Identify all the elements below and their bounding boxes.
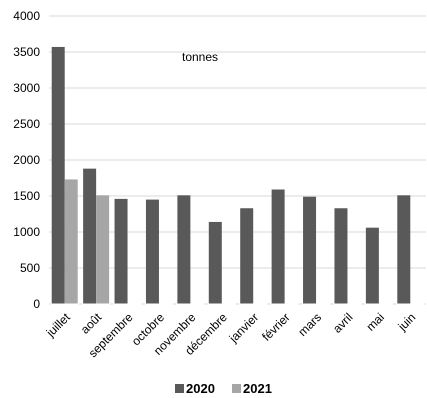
legend-label-2020: 2020: [186, 381, 215, 396]
bar-2021-juillet: [64, 179, 78, 304]
gridlines: [49, 15, 426, 305]
bars: [50, 46, 425, 305]
x-tick-label: août: [78, 310, 105, 337]
y-tick-label: 1000: [13, 225, 40, 239]
y-tick-label: 1500: [13, 189, 40, 203]
bar-2020-juin: [397, 195, 411, 304]
legend: 2020 2021: [175, 381, 272, 396]
bar-2020-mai: [365, 227, 379, 304]
x-tick-label: mars: [295, 310, 324, 339]
bar-2020-novembre: [177, 195, 191, 304]
bar-2020-mars: [303, 196, 317, 304]
x-tick-label: juillet: [43, 310, 73, 340]
x-tick-label: mai: [363, 310, 387, 334]
x-tick-label: juin: [395, 310, 419, 334]
bar-2020-décembre: [208, 221, 222, 304]
bar-2020-octobre: [145, 199, 159, 304]
unit-label: tonnes: [182, 50, 218, 64]
y-tick-label: 4000: [13, 9, 40, 23]
y-tick-label: 500: [20, 261, 40, 275]
y-tick-label: 3000: [13, 81, 40, 95]
legend-swatch-2020: [175, 384, 184, 393]
legend-swatch-2021: [232, 384, 241, 393]
y-tick-label: 0: [33, 297, 40, 311]
y-tick-label: 2500: [13, 117, 40, 131]
legend-label-2021: 2021: [243, 381, 272, 396]
bar-2020-avril: [334, 208, 348, 304]
bar-2020-août: [83, 168, 97, 304]
y-tick-label: 2000: [13, 153, 40, 167]
x-axis-ticks: juillet aoûtseptembreoctobrenovembredécem…: [43, 310, 419, 360]
bar-2020-janvier: [240, 208, 254, 304]
x-tick-label: janvier: [226, 310, 262, 346]
bar-2020-septembre: [114, 198, 128, 304]
x-tick-label: avril: [330, 310, 355, 335]
bar-2020-juillet: [51, 46, 65, 305]
y-tick-label: 3500: [13, 45, 40, 59]
bar-2020-février: [271, 189, 285, 304]
bar-2021-août: [96, 195, 110, 304]
y-axis-ticks: 0 500 1000 1500 2000 2500 3000 3500 4000: [13, 9, 40, 311]
x-tick-label: février: [259, 310, 292, 343]
